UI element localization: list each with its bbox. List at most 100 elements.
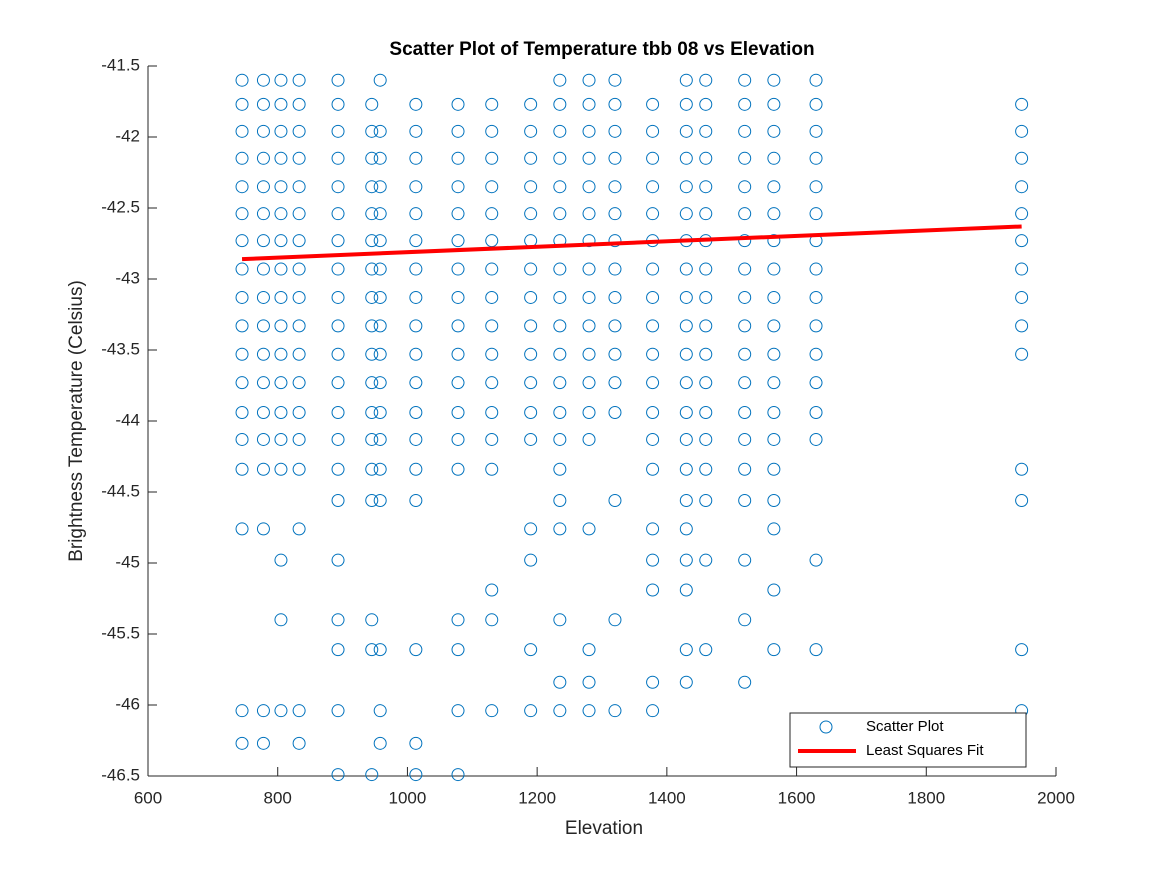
scatter-point (679, 583, 693, 597)
scatter-point (409, 494, 423, 508)
scatter-point (679, 643, 693, 657)
scatter-point (292, 180, 306, 194)
scatter-point (451, 462, 465, 476)
scatter-point (767, 124, 781, 138)
scatter-point (331, 494, 345, 508)
x-axis-title: Elevation (565, 818, 643, 839)
scatter-point (451, 376, 465, 390)
scatter-point (646, 97, 660, 111)
scatter-point (274, 124, 288, 138)
scatter-point (1015, 124, 1029, 138)
scatter-point (582, 376, 596, 390)
scatter-point (235, 73, 249, 87)
scatter-point (409, 643, 423, 657)
scatter-point (646, 704, 660, 718)
scatter-point (373, 151, 387, 165)
scatter-point (365, 432, 379, 446)
scatter-point (235, 151, 249, 165)
scatter-point (582, 262, 596, 276)
scatter-point (451, 290, 465, 304)
scatter-point (365, 290, 379, 304)
scatter-point (809, 643, 823, 657)
scatter-point (235, 376, 249, 390)
scatter-point (646, 151, 660, 165)
scatter-point (679, 151, 693, 165)
scatter-point (679, 319, 693, 333)
scatter-point (373, 704, 387, 718)
scatter-point (409, 124, 423, 138)
scatter-point (1015, 180, 1029, 194)
scatter-point (409, 347, 423, 361)
scatter-point (699, 319, 713, 333)
scatter-point (331, 347, 345, 361)
scatter-point (582, 405, 596, 419)
scatter-point (582, 319, 596, 333)
scatter-point (608, 405, 622, 419)
scatter-point (582, 432, 596, 446)
scatter-point (524, 207, 538, 221)
scatter-point (365, 262, 379, 276)
scatter-point (235, 405, 249, 419)
scatter-point (235, 319, 249, 333)
scatter-point (373, 347, 387, 361)
scatter-point (373, 736, 387, 750)
scatter-point (582, 97, 596, 111)
scatter-point (365, 124, 379, 138)
scatter-point (679, 405, 693, 419)
scatter-point (608, 151, 622, 165)
scatter-point (451, 643, 465, 657)
scatter-point (365, 151, 379, 165)
scatter-point (235, 347, 249, 361)
y-tick-label: -43 (115, 268, 140, 287)
scatter-point (608, 704, 622, 718)
scatter-point (373, 262, 387, 276)
scatter-point (235, 704, 249, 718)
scatter-point (485, 376, 499, 390)
scatter-point (485, 432, 499, 446)
scatter-point (292, 73, 306, 87)
scatter-point (256, 376, 270, 390)
x-tick-label: 800 (264, 788, 292, 807)
scatter-point (582, 234, 596, 248)
scatter-point (365, 768, 379, 782)
scatter-point (365, 643, 379, 657)
scatter-point (235, 180, 249, 194)
scatter-point (373, 462, 387, 476)
scatter-point (292, 405, 306, 419)
scatter-point (699, 151, 713, 165)
scatter-point (767, 234, 781, 248)
scatter-point (553, 405, 567, 419)
scatter-point (256, 736, 270, 750)
scatter-point (738, 319, 752, 333)
scatter-point (409, 207, 423, 221)
scatter-point (256, 234, 270, 248)
scatter-point (524, 347, 538, 361)
scatter-point (274, 553, 288, 567)
scatter-point (646, 347, 660, 361)
scatter-point (738, 151, 752, 165)
scatter-point (292, 97, 306, 111)
scatter-point (292, 124, 306, 138)
scatter-point (256, 124, 270, 138)
scatter-point (331, 234, 345, 248)
scatter-point (1015, 643, 1029, 657)
scatter-point (738, 432, 752, 446)
scatter-point (809, 180, 823, 194)
scatter-point (485, 151, 499, 165)
scatter-point (331, 704, 345, 718)
x-tick-label: 1400 (648, 788, 686, 807)
scatter-point (553, 613, 567, 627)
scatter-point (451, 704, 465, 718)
scatter-point (646, 319, 660, 333)
y-tick-label: -44 (115, 410, 140, 429)
scatter-point (1015, 494, 1029, 508)
scatter-point (738, 262, 752, 276)
scatter-point (679, 553, 693, 567)
scatter-point (582, 207, 596, 221)
scatter-point (409, 290, 423, 304)
scatter-point (365, 405, 379, 419)
scatter-point (485, 97, 499, 111)
scatter-point (292, 290, 306, 304)
scatter-point (767, 319, 781, 333)
scatter-point (373, 180, 387, 194)
